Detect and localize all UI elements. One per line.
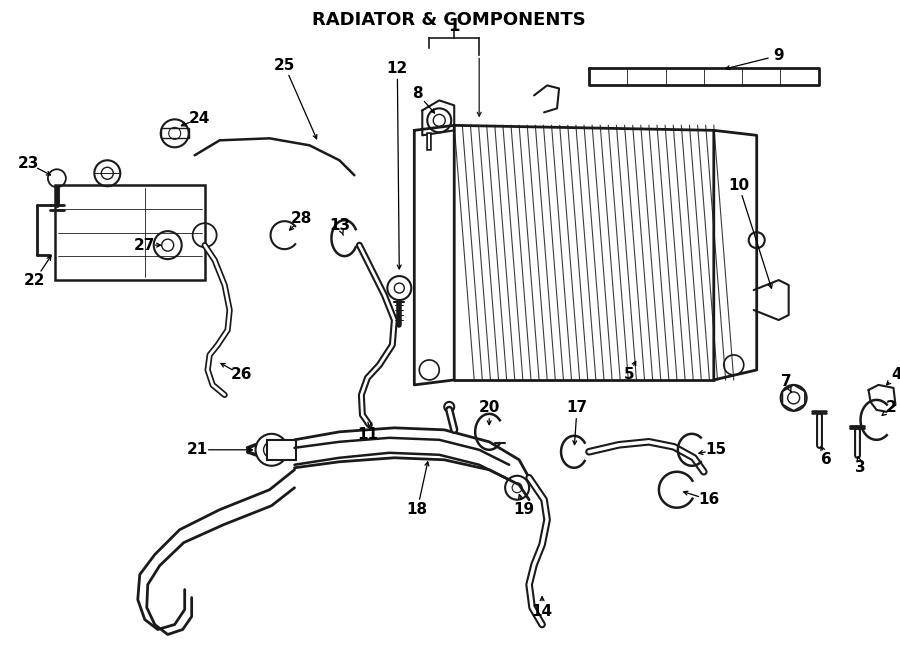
Text: 16: 16 — [698, 493, 719, 507]
Text: 9: 9 — [773, 48, 784, 63]
Text: 28: 28 — [291, 211, 312, 226]
Text: 6: 6 — [821, 452, 832, 467]
Text: 24: 24 — [189, 111, 211, 126]
Text: 19: 19 — [514, 502, 535, 517]
Text: 22: 22 — [24, 273, 46, 287]
Bar — [266, 440, 296, 460]
Text: 26: 26 — [230, 367, 252, 383]
Bar — [161, 128, 189, 138]
Text: 27: 27 — [134, 238, 156, 253]
Text: 18: 18 — [407, 502, 428, 517]
Text: 11: 11 — [357, 428, 378, 442]
Text: 7: 7 — [781, 375, 792, 389]
Text: 12: 12 — [387, 61, 408, 76]
Text: 13: 13 — [328, 218, 350, 232]
Text: 1: 1 — [448, 17, 460, 34]
Text: 17: 17 — [566, 401, 588, 415]
Text: 20: 20 — [479, 401, 500, 415]
Text: 4: 4 — [891, 367, 900, 383]
Text: 2: 2 — [886, 401, 897, 415]
Text: 21: 21 — [187, 442, 208, 457]
Text: RADIATOR & COMPONENTS: RADIATOR & COMPONENTS — [312, 11, 586, 28]
Text: 8: 8 — [412, 86, 423, 101]
Text: 10: 10 — [728, 177, 750, 193]
Text: 5: 5 — [624, 367, 634, 383]
Text: 15: 15 — [706, 442, 726, 457]
Text: 14: 14 — [532, 604, 553, 619]
Text: 25: 25 — [274, 58, 295, 73]
Text: 3: 3 — [855, 460, 866, 475]
Bar — [55, 185, 204, 280]
Text: 23: 23 — [17, 156, 39, 171]
